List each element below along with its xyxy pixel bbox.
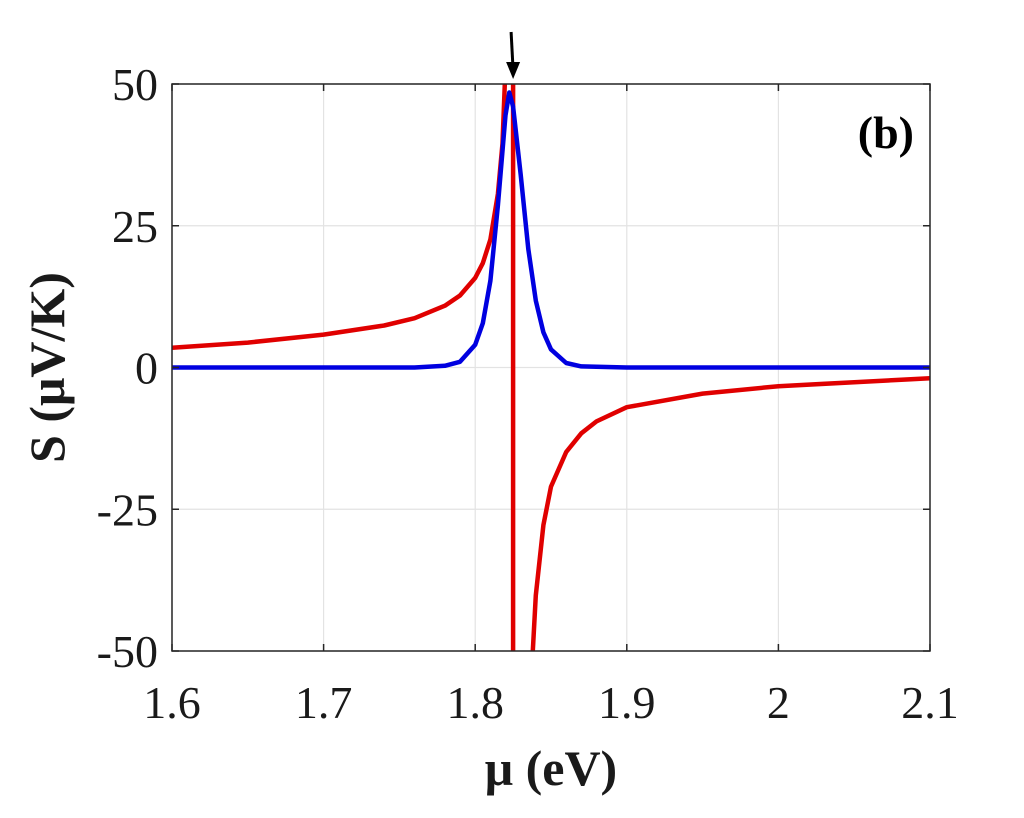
x-tick-label: 1.6 — [143, 677, 201, 728]
red-curve-left — [172, 84, 508, 350]
blue-curve — [172, 90, 930, 370]
x-axis-label: μ (eV) — [485, 740, 617, 796]
arrow-head — [506, 62, 521, 79]
plot-series — [172, 84, 930, 651]
marker-arrow-icon — [506, 31, 521, 79]
x-tick-label: 1.9 — [598, 677, 656, 728]
y-tick-label: 50 — [112, 59, 158, 110]
panel-label: (b) — [858, 107, 914, 158]
y-tick-label: 0 — [135, 343, 158, 394]
x-tick-label: 2.1 — [901, 677, 959, 728]
y-tick-label: -25 — [97, 484, 158, 535]
axis-ticks: 1.6 1.7 1.8 1.9 2 2.1 50 25 0 -25 -50 — [97, 59, 959, 728]
y-axis-label: S (μV/K) — [19, 272, 75, 463]
y-tick-label: 25 — [112, 201, 158, 252]
red-curve-right — [530, 376, 930, 651]
x-tick-label: 1.7 — [295, 677, 353, 728]
x-tick-label: 2 — [767, 677, 790, 728]
y-tick-label: -50 — [97, 626, 158, 677]
x-tick-label: 1.8 — [446, 677, 504, 728]
